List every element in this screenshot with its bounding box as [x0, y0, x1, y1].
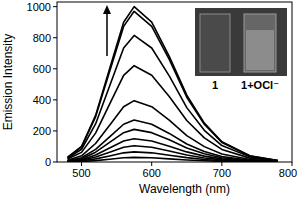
y-tick-label: 600: [33, 63, 51, 75]
emission-curve: [68, 157, 278, 162]
x-tick: [151, 162, 152, 166]
emission-curve: [68, 152, 278, 162]
photo-bg: [195, 8, 287, 76]
x-tick-label: 700: [213, 167, 231, 179]
inset-label: 1: [212, 79, 218, 91]
emission-curve: [68, 120, 278, 161]
glow: [246, 30, 274, 70]
cuvette: [200, 14, 230, 72]
emission-curve: [68, 129, 278, 161]
x-axis-label: Wavelength (nm): [139, 182, 230, 196]
y-tick-label: 0: [45, 156, 51, 168]
x-tick-label: 800: [279, 167, 297, 179]
x-tick: [221, 162, 222, 166]
y-tick-label: 1000: [27, 1, 51, 13]
y-tick: [53, 162, 57, 163]
y-tick-label: 400: [33, 94, 51, 106]
inset-photo: [195, 8, 287, 76]
plot-frame: [57, 2, 292, 162]
emission-curve: [68, 139, 278, 162]
y-tick: [53, 99, 57, 100]
inset-label: 1+OCl⁻: [241, 79, 279, 91]
y-tick: [53, 6, 57, 7]
cuvette: [244, 14, 276, 72]
emission-curve: [68, 101, 278, 162]
x-tick-label: 500: [72, 167, 90, 179]
emission-curve: [68, 146, 278, 162]
chart: 500 600 700 800 0 200 400 600 800 1000 Wavelength …: [0, 0, 300, 200]
x-tick-label: 600: [143, 167, 161, 179]
y-tick: [53, 68, 57, 69]
y-axis-label: Emission Intensity: [1, 34, 15, 131]
arrow: [106, 12, 108, 56]
y-tick-label: 800: [33, 32, 51, 44]
y-tick: [53, 130, 57, 131]
x-tick: [292, 162, 293, 166]
y-tick-label: 200: [33, 125, 51, 137]
y-tick: [53, 37, 57, 38]
emission-curve: [68, 35, 278, 160]
x-tick: [81, 162, 82, 166]
arrow-head: [103, 5, 111, 14]
